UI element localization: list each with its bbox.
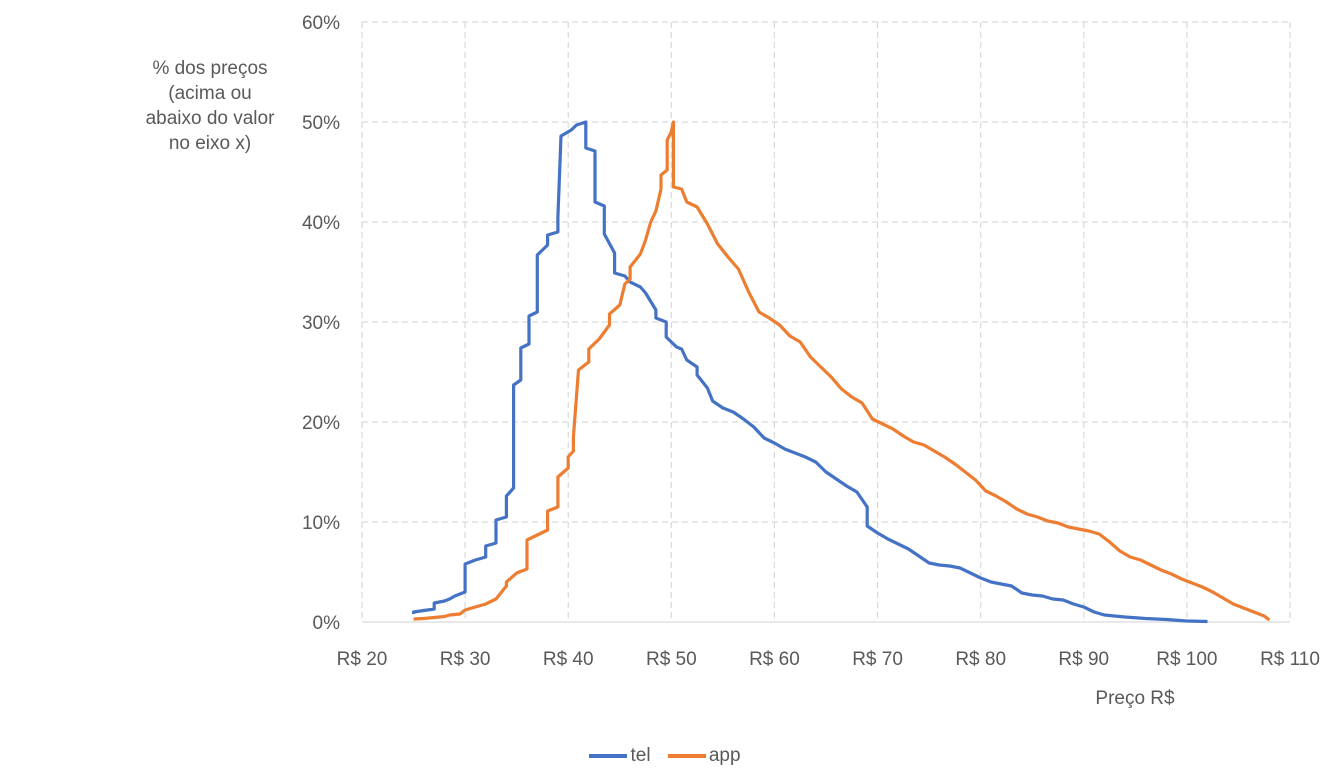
x-tick-label: R$ 30 <box>440 649 491 670</box>
legend-swatch-app <box>667 754 706 758</box>
y-tick-label: 60% <box>302 13 340 34</box>
legend: tel app <box>0 742 1330 767</box>
y-tick-label: 50% <box>302 113 340 134</box>
grid-lines <box>361 21 1291 623</box>
y-tick-label: 10% <box>302 513 340 534</box>
legend-item-tel: tel <box>589 745 651 767</box>
x-tick-label: R$ 110 <box>1260 649 1320 670</box>
y-tick-label: 20% <box>302 413 340 434</box>
legend-swatch-tel <box>589 754 628 758</box>
x-tick-label: R$ 100 <box>1156 649 1217 670</box>
legend-label-tel: tel <box>630 745 651 766</box>
x-tick-label: R$ 80 <box>955 649 1006 670</box>
x-tick-label: R$ 90 <box>1058 649 1109 670</box>
x-tick-labels: R$ 20 R$ 30 R$ 40 R$ 50 R$ 60 R$ 70 R$ 80 R$ 90… <box>337 649 1320 670</box>
series-lines <box>412 120 1271 624</box>
x-tick-label: R$ 50 <box>646 649 697 670</box>
y-tick-label: 30% <box>302 313 340 334</box>
y-tick-label: 0% <box>313 613 341 634</box>
y-tick-labels: 0% 10% 20% 30% 40% 50% 60% <box>302 13 340 634</box>
legend-item-app: app <box>667 745 741 767</box>
x-tick-label: R$ 20 <box>337 649 388 670</box>
x-tick-label: R$ 70 <box>852 649 903 670</box>
series-line-tel <box>412 120 1208 624</box>
x-tick-label: R$ 60 <box>749 649 800 670</box>
x-tick-label: R$ 40 <box>543 649 594 670</box>
x-axis-title: Preço R$ <box>1095 688 1175 709</box>
series-line-app <box>413 120 1271 622</box>
legend-label-app: app <box>708 745 741 766</box>
y-tick-label: 40% <box>302 213 340 234</box>
y-axis-title: % dos preços (acima ou abaixo do valor n… <box>145 58 275 154</box>
